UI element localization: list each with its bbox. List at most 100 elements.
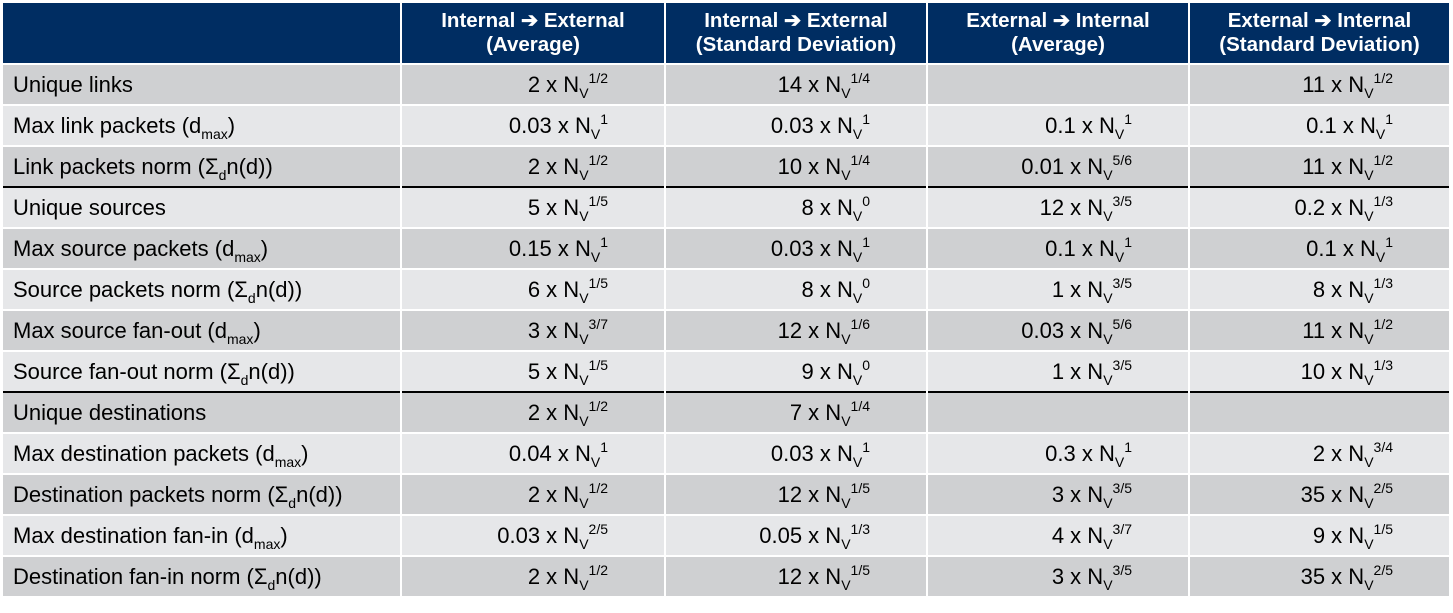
row-label: Max source packets (dmax) — [3, 227, 402, 269]
value-cell: 0.3 x NV1 — [927, 432, 1190, 474]
value-cell — [927, 391, 1190, 433]
value-exponent: 1/5 — [1373, 520, 1393, 537]
value-coefficient: 2 — [527, 563, 541, 589]
header-cell-int-ext-stddev: Internal ➔ External (Standard Deviation) — [665, 3, 928, 64]
value-subscript: V — [1103, 289, 1113, 306]
row-label-subscript: max — [234, 248, 261, 265]
row-label: Max destination packets (dmax) — [3, 432, 402, 474]
row-label-tail: n(d)) — [275, 563, 322, 589]
value-subscript: V — [841, 84, 851, 101]
value-exponent: 1/2 — [1373, 69, 1393, 86]
value-subscript: V — [579, 207, 589, 224]
value-cell: 0.1 x NV1 — [927, 227, 1190, 269]
table-body: Unique links 2 x NV1/2 14 x NV1/4 11 x NV1/… — [3, 63, 1449, 596]
value-exponent: 5/6 — [1112, 151, 1132, 168]
value-coefficient: 0.03 — [770, 112, 814, 138]
header-line1: External ➔ Internal — [1227, 9, 1412, 32]
row-label-tail: ) — [301, 440, 309, 466]
value-exponent: 1/5 — [588, 274, 608, 291]
value-coefficient: 1 — [1051, 276, 1065, 302]
header-row: Internal ➔ External (Average) Internal ➔… — [3, 3, 1449, 64]
row-label-tail: ) — [253, 317, 261, 343]
header-cell-blank — [3, 3, 402, 64]
row-label-subscript: d — [240, 371, 249, 388]
value-coefficient: 7 — [789, 399, 803, 425]
value-cell: 11 x NV1/2 — [1189, 309, 1449, 351]
value-subscript: V — [1103, 207, 1113, 224]
value-cell: 12 x NV1/6 — [665, 309, 928, 351]
value-cell: 8 x NV0 — [665, 268, 928, 310]
value-subscript: V — [841, 535, 851, 552]
value-exponent: 1 — [862, 233, 870, 250]
value-exponent: 1/5 — [588, 192, 608, 209]
table-row: Destination packets norm (Σdn(d)) 2 x NV1… — [3, 473, 1449, 515]
value-subscript: V — [841, 166, 851, 183]
value-cell: 0.03 x NV5/6 — [927, 309, 1190, 351]
value-cell: 3 x NV3/7 — [401, 309, 666, 351]
header-cell-ext-int-stddev: External ➔ Internal (Standard Deviation) — [1189, 3, 1449, 64]
value-subscript: V — [841, 576, 851, 593]
value-cell: 12 x NV1/5 — [665, 473, 928, 515]
value-exponent: 1 — [1124, 438, 1132, 455]
value-exponent: 1 — [600, 110, 608, 127]
value-coefficient: 0.03 — [1021, 317, 1065, 343]
value-subscript: V — [579, 84, 589, 101]
value-coefficient: 12 — [1039, 194, 1065, 220]
row-label-text: Max destination fan-in (d — [13, 522, 254, 548]
value-subscript: V — [852, 289, 863, 306]
value-exponent: 0 — [862, 192, 870, 209]
row-label-text: Destination packets norm (Σ — [13, 481, 289, 507]
value-coefficient: 2 — [1312, 440, 1326, 466]
value-exponent: 3/4 — [1373, 438, 1393, 455]
header-cell-ext-int-average: External ➔ Internal (Average) — [927, 3, 1190, 64]
value-exponent: 1/2 — [588, 397, 608, 414]
value-subscript: V — [1364, 289, 1374, 306]
table-row: Unique links 2 x NV1/2 14 x NV1/4 11 x NV1/… — [3, 63, 1449, 105]
value-coefficient: 8 — [801, 194, 814, 220]
value-cell: 6 x NV1/5 — [401, 268, 666, 310]
value-cell: 10 x NV1/4 — [665, 145, 928, 187]
value-cell: 0.04 x NV1 — [401, 432, 666, 474]
value-coefficient: 0.03 — [770, 440, 814, 466]
row-label: Unique destinations — [3, 391, 402, 433]
row-label-tail: ) — [260, 235, 269, 261]
row-label: Link packets norm (Σdn(d)) — [3, 145, 402, 187]
value-coefficient: 0.03 — [497, 522, 541, 548]
row-label-subscript: max — [253, 535, 281, 552]
value-cell: 3 x NV3/5 — [927, 473, 1190, 515]
value-coefficient: 14 — [777, 71, 803, 97]
value-cell: 0.01 x NV5/6 — [927, 145, 1190, 187]
value-subscript: V — [1103, 330, 1113, 347]
value-cell: 2 x NV1/2 — [401, 63, 666, 105]
value-exponent: 1 — [600, 233, 608, 250]
value-coefficient: 6 — [527, 276, 541, 302]
value-cell: 1 x NV3/5 — [927, 350, 1190, 392]
header-cell-int-ext-average: Internal ➔ External (Average) — [401, 3, 666, 64]
row-label-tail: n(d)) — [226, 153, 273, 179]
value-exponent: 1/2 — [1373, 151, 1393, 168]
row-label: Unique sources — [3, 186, 402, 228]
value-subscript: V — [841, 412, 851, 429]
row-label: Max link packets (dmax) — [3, 104, 402, 146]
value-subscript: V — [579, 371, 589, 388]
value-exponent: 1/3 — [850, 520, 870, 537]
value-subscript: V — [1364, 330, 1374, 347]
value-coefficient: 0.2 — [1294, 194, 1326, 220]
value-subscript: V — [579, 166, 589, 183]
value-subscript: V — [841, 494, 851, 511]
value-subscript: V — [579, 576, 589, 593]
value-cell: 0.05 x NV1/3 — [665, 514, 928, 556]
value-exponent: 1/2 — [588, 69, 608, 86]
value-exponent: 1 — [1385, 233, 1393, 250]
value-subscript: V — [1114, 248, 1125, 265]
value-cell — [927, 63, 1190, 105]
value-coefficient: 5 — [527, 194, 541, 220]
value-coefficient: 2 — [527, 71, 541, 97]
row-label: Source packets norm (Σdn(d)) — [3, 268, 402, 310]
value-coefficient: 2 — [527, 481, 541, 507]
value-exponent: 1/4 — [850, 69, 870, 86]
value-coefficient: 12 — [777, 317, 803, 343]
value-exponent: 2/5 — [1373, 561, 1393, 578]
table-row: Unique sources 5 x NV1/5 8 x NV0 12 x NV3/5… — [3, 186, 1449, 228]
row-label-text: Unique links — [13, 71, 133, 97]
